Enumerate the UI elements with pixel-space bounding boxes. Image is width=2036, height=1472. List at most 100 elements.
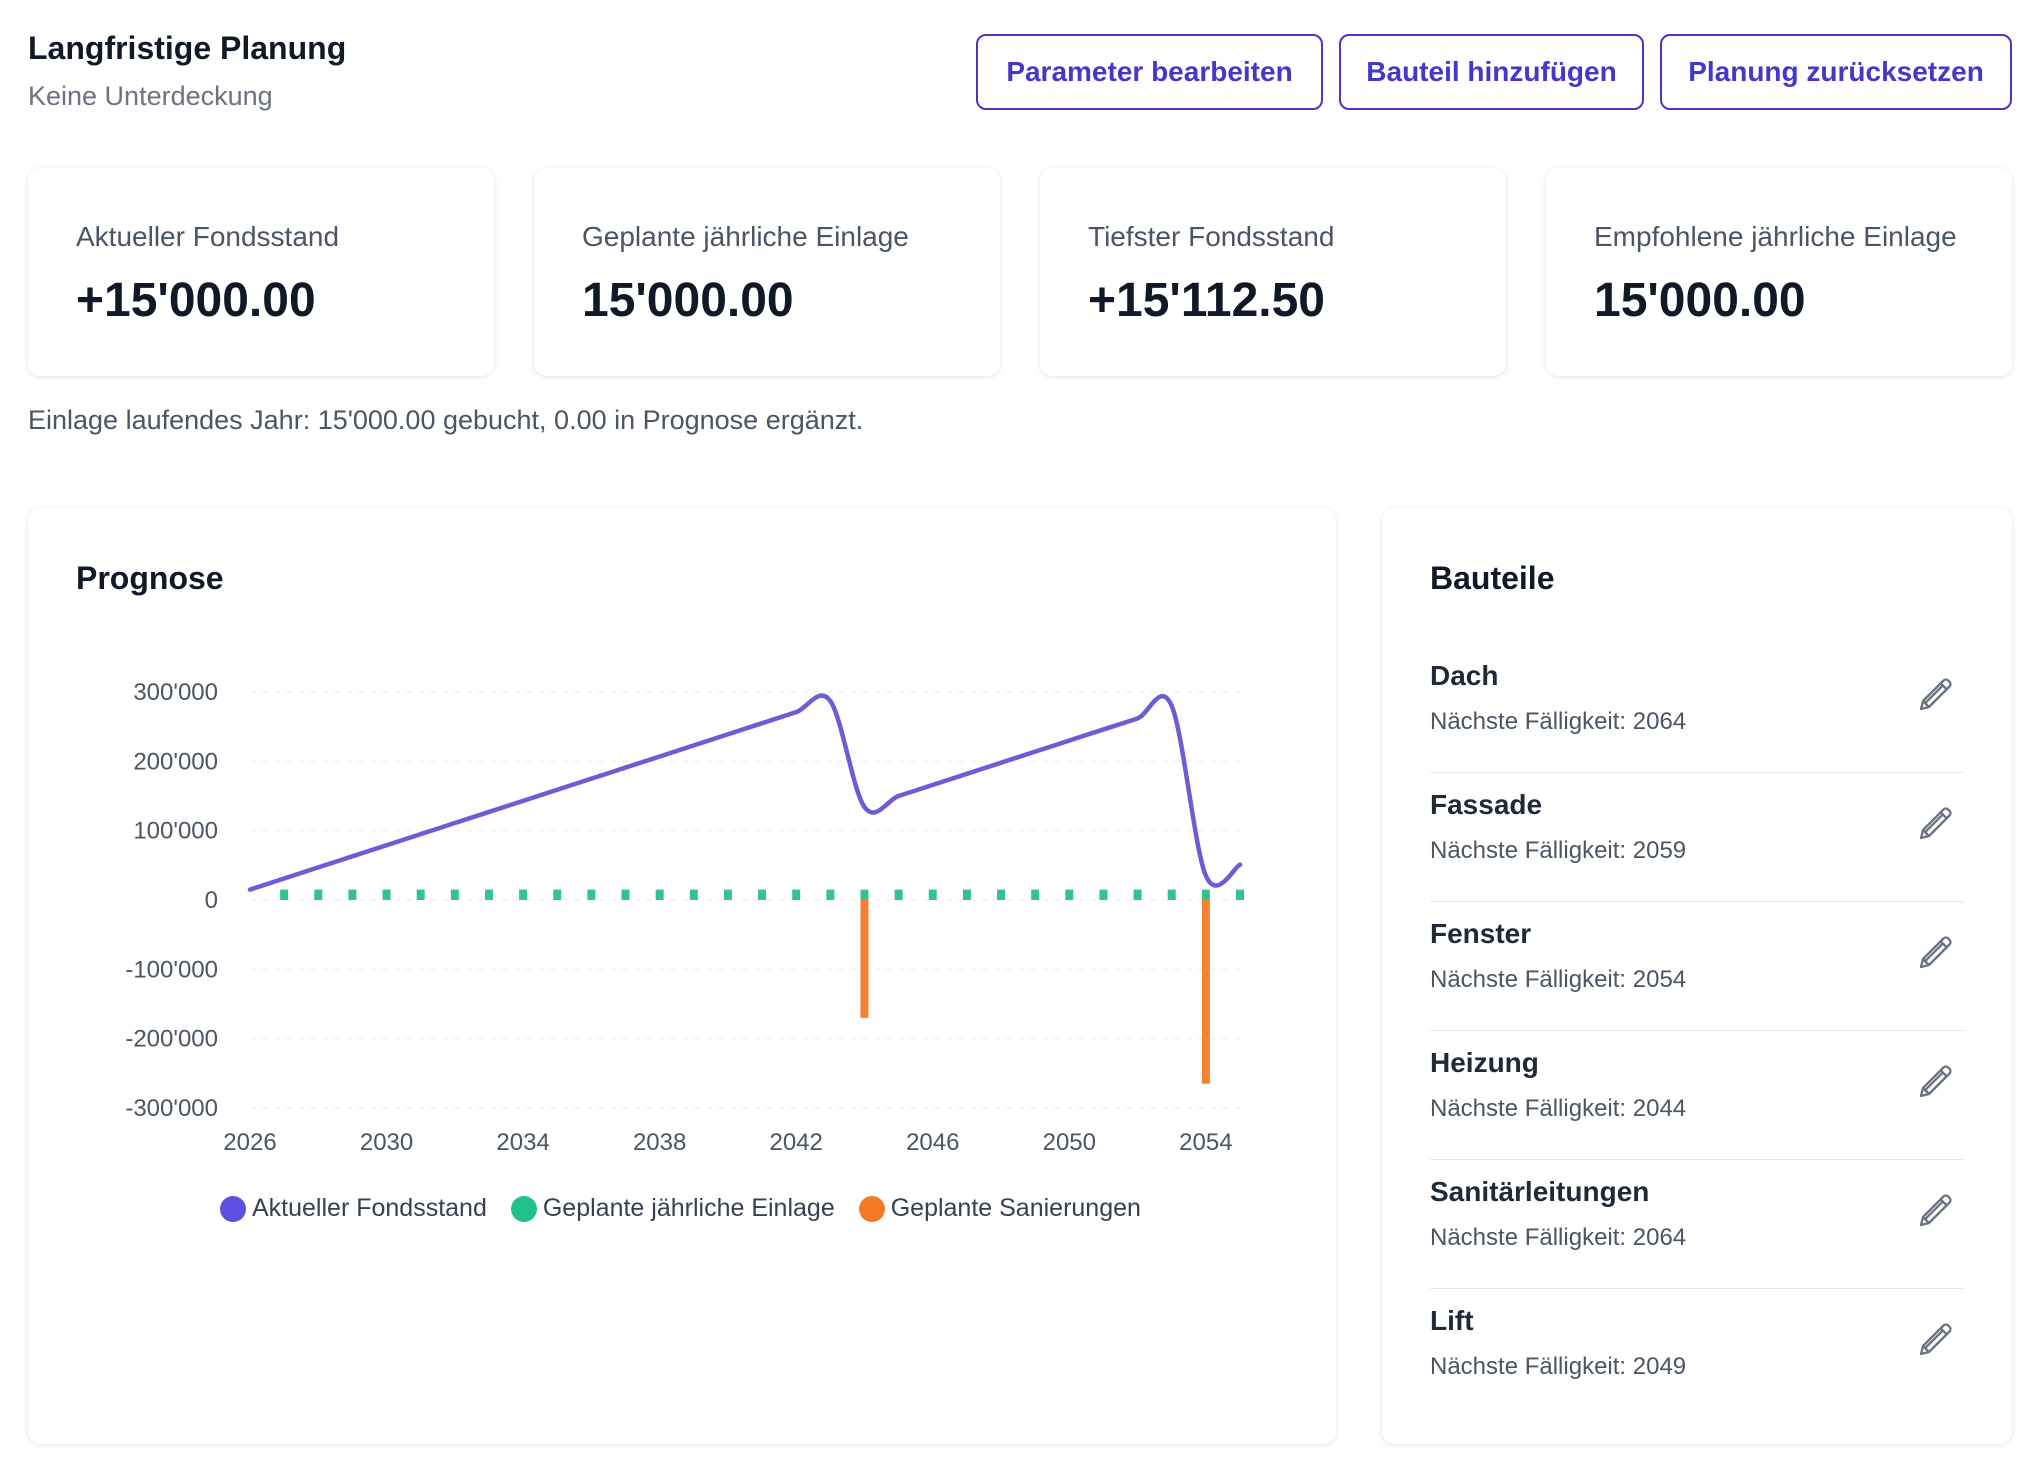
component-item: Heizung Nächste Fälligkeit: 2044 [1430, 1031, 1964, 1160]
legend-dot [858, 1195, 885, 1222]
contribution-bar [348, 889, 357, 900]
page-title: Langfristige Planung [28, 30, 347, 66]
renovation-bar [860, 900, 869, 1018]
reset-plan-button[interactable]: Planung zurücksetzen [1660, 34, 2012, 110]
renovation-bar [1201, 900, 1210, 1084]
kpi-card-recommended-contribution: Empfohlene jährliche Einlage 15'000.00 [1546, 168, 2012, 376]
contribution-bar [758, 889, 767, 900]
contribution-bar [621, 889, 630, 900]
x-tick-label: 2054 [1179, 1129, 1232, 1156]
kpi-card-current-fund: Aktueller Fondsstand +15'000.00 [28, 168, 494, 376]
kpi-value: +15'000.00 [76, 274, 316, 327]
kpi-label: Geplante jährliche Einlage [582, 221, 909, 252]
contribution-bar [1031, 889, 1040, 900]
component-due: Nächste Fälligkeit: 2064 [1430, 1224, 1687, 1251]
components-title: Bauteile [1430, 560, 1555, 596]
kpi-label: Tiefster Fondsstand [1088, 221, 1335, 252]
component-name: Sanitärleitungen [1430, 1176, 1650, 1207]
component-name: Heizung [1430, 1047, 1539, 1078]
component-item: Fenster Nächste Fälligkeit: 2054 [1430, 902, 1964, 1031]
contribution-note: Einlage laufendes Jahr: 15'000.00 gebuch… [28, 405, 864, 435]
component-name: Lift [1430, 1305, 1474, 1336]
forecast-title: Prognose [76, 560, 224, 596]
pencil-icon[interactable] [1916, 674, 1956, 714]
forecast-panel: Prognose 300'000 200'000 100'000 0 -100'000 -… [28, 508, 1336, 1444]
contribution-bar [860, 889, 869, 900]
components-list: Dach Nächste Fälligkeit: 2064 Fassade Nä… [1430, 644, 1964, 1418]
contribution-bar [1201, 889, 1210, 900]
x-tick-label: 2046 [906, 1129, 959, 1156]
component-item: Lift Nächste Fälligkeit: 2049 [1430, 1289, 1964, 1418]
edit-parameters-button[interactable]: Parameter bearbeiten [976, 34, 1323, 110]
contribution-bar [997, 889, 1006, 900]
pencil-icon[interactable] [1916, 803, 1956, 843]
x-tick-label: 2026 [223, 1129, 276, 1156]
contribution-bar [450, 889, 459, 900]
legend-item-fund[interactable]: Aktueller Fondsstand [220, 1194, 487, 1223]
y-tick-label: 0 [205, 887, 218, 914]
x-tick-label: 2038 [633, 1129, 686, 1156]
component-due: Nächste Fälligkeit: 2049 [1430, 1353, 1687, 1380]
legend-dot [510, 1195, 537, 1222]
contribution-bar [416, 889, 425, 900]
add-component-button[interactable]: Bauteil hinzufügen [1339, 34, 1644, 110]
forecast-chart: 300'000 200'000 100'000 0 -100'000 -200'000 -3… [125, 679, 1244, 1156]
pencil-icon[interactable] [1916, 932, 1956, 972]
contribution-bar [928, 889, 937, 900]
component-due: Nächste Fälligkeit: 2059 [1430, 837, 1687, 864]
contribution-bar [894, 889, 903, 900]
page-subtitle: Keine Unterdeckung [28, 81, 273, 111]
legend-dot [220, 1195, 246, 1222]
contribution-bar [382, 889, 391, 900]
chart-legend: Aktueller Fondsstand Geplante jährliche … [220, 1194, 1165, 1223]
pencil-icon[interactable] [1916, 1061, 1956, 1101]
component-name: Fassade [1430, 789, 1543, 820]
contribution-bar [587, 889, 596, 900]
contribution-bar [1236, 889, 1244, 900]
contribution-bar [314, 889, 323, 900]
y-tick-label: 200'000 [133, 748, 218, 775]
component-due: Nächste Fälligkeit: 2064 [1430, 708, 1687, 735]
y-tick-label: 100'000 [133, 818, 218, 845]
y-tick-label: -100'000 [125, 956, 218, 983]
contribution-bar [962, 889, 971, 900]
x-tick-label: 2034 [496, 1129, 549, 1156]
contribution-bar [689, 889, 698, 900]
component-name: Fenster [1430, 918, 1532, 949]
kpi-label: Aktueller Fondsstand [76, 221, 340, 252]
x-tick-label: 2050 [1043, 1129, 1096, 1156]
pencil-icon[interactable] [1916, 1319, 1956, 1359]
component-item: Dach Nächste Fälligkeit: 2064 [1430, 644, 1964, 773]
legend-label: Aktueller Fondsstand [252, 1194, 487, 1222]
kpi-value: +15'112.50 [1088, 274, 1325, 327]
kpi-label: Empfohlene jährliche Einlage [1594, 221, 1957, 252]
legend-label: Geplante jährliche Einlage [542, 1194, 835, 1222]
component-due: Nächste Fälligkeit: 2054 [1430, 966, 1687, 993]
legend-label: Geplante Sanierungen [890, 1194, 1141, 1222]
contribution-bar [1167, 889, 1176, 900]
contribution-bar [826, 889, 835, 900]
component-item: Fassade Nächste Fälligkeit: 2059 [1430, 773, 1964, 902]
y-tick-label: -200'000 [125, 1026, 218, 1053]
contribution-bar [1099, 889, 1108, 900]
x-tick-label: 2030 [360, 1129, 413, 1156]
component-name: Dach [1430, 660, 1499, 691]
legend-item-contribution[interactable]: Geplante jährliche Einlage [510, 1194, 835, 1223]
components-panel: Bauteile Dach Nächste Fälligkeit: 2064 F… [1382, 508, 2012, 1444]
contribution-bar [723, 889, 732, 900]
pencil-icon[interactable] [1916, 1190, 1956, 1230]
contribution-bar [1065, 889, 1074, 900]
y-tick-label: 300'000 [133, 679, 218, 706]
fund-line [247, 693, 1243, 892]
contribution-bar [484, 889, 493, 900]
contribution-bar [1133, 889, 1142, 900]
component-due: Nächste Fälligkeit: 2044 [1430, 1095, 1687, 1122]
contribution-bar [792, 889, 801, 900]
legend-item-renovations[interactable]: Geplante Sanierungen [858, 1194, 1141, 1223]
kpi-card-lowest-fund: Tiefster Fondsstand +15'112.50 [1040, 168, 1506, 376]
x-tick-label: 2042 [770, 1129, 823, 1156]
contribution-bar [655, 889, 664, 900]
contribution-bar [553, 889, 562, 900]
kpi-value: 15'000.00 [582, 274, 794, 327]
page-header: Langfristige Planung Keine Unterdeckung [28, 28, 346, 114]
